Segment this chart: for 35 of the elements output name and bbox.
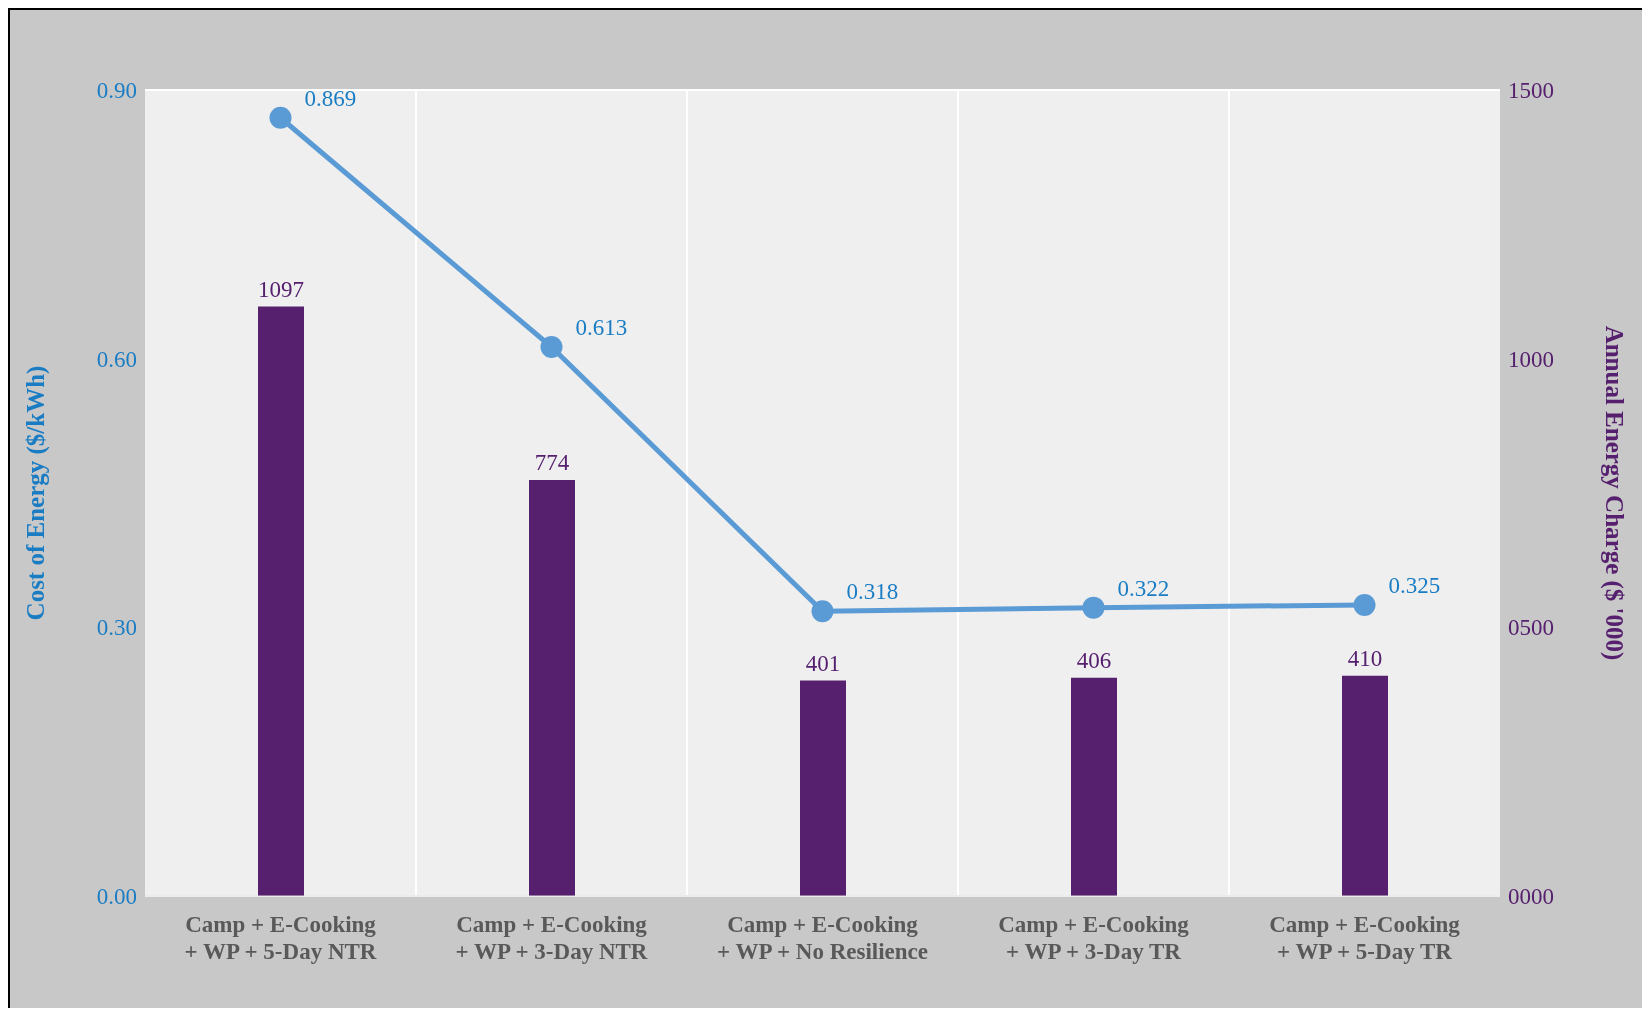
x-tick-label: Camp + E-Cooking + WP + 5-Day TR xyxy=(1269,912,1461,964)
x-tick-label: Camp + E-Cooking + WP + 5-Day NTR xyxy=(184,912,377,964)
y2-tick-label: 1500 xyxy=(1508,78,1554,104)
data-label: 1097 xyxy=(258,276,304,302)
x-tick-label: Camp + E-Cooking + WP + 3-Day NTR xyxy=(455,912,648,964)
y-axis-title: Cost of Energy ($/kWh) xyxy=(21,365,50,621)
x-tick-label: Camp + E-Cooking + WP + No Resilience xyxy=(716,912,929,964)
y2-axis-title: Annual Energy Charge ($ '000) xyxy=(1600,325,1629,661)
point xyxy=(811,600,834,623)
bar xyxy=(1071,677,1117,896)
data-label: 774 xyxy=(534,450,570,476)
point xyxy=(269,106,292,129)
bar xyxy=(800,680,846,896)
point xyxy=(540,336,563,359)
y-tick-label: 0.00 xyxy=(96,884,137,910)
bar xyxy=(529,480,575,896)
data-label: 410 xyxy=(1347,645,1383,671)
data-label: 406 xyxy=(1076,647,1112,673)
y2-tick-label: 0500 xyxy=(1508,615,1554,641)
x-tick-label: Camp + E-Cooking + WP + 3-Day TR xyxy=(998,912,1190,964)
data-label: 401 xyxy=(805,650,841,676)
data-label: 0.318 xyxy=(846,579,899,605)
data-label: 0.869 xyxy=(304,85,357,111)
y-tick-label: 0.30 xyxy=(96,615,137,641)
y2-tick-label: 0000 xyxy=(1508,884,1554,910)
bar xyxy=(258,306,304,896)
y-tick-label: 0.60 xyxy=(96,346,137,372)
bar xyxy=(1342,675,1388,896)
data-label: 0.322 xyxy=(1117,575,1170,601)
y2-tick-label: 1000 xyxy=(1508,346,1554,372)
y-tick-label: 0.90 xyxy=(96,78,137,104)
point xyxy=(1353,593,1376,616)
data-label: 0.325 xyxy=(1388,572,1441,598)
data-label: 0.613 xyxy=(575,315,628,341)
point xyxy=(1082,596,1105,619)
